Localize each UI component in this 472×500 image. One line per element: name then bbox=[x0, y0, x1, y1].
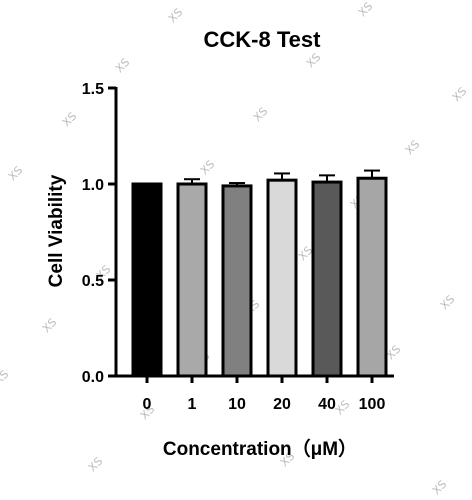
bar-20 bbox=[266, 178, 298, 378]
y-axis-label: Cell Viability bbox=[46, 174, 67, 287]
y-tick-label: 0.5 bbox=[82, 273, 104, 290]
x-tick-label: 20 bbox=[273, 396, 291, 413]
bars-group bbox=[131, 169, 388, 378]
chart-title: CCK-8 Test bbox=[204, 27, 322, 52]
watermark-text: XS bbox=[113, 56, 132, 75]
y-tick-label: 1.5 bbox=[82, 81, 104, 98]
watermark-text: XS bbox=[438, 293, 457, 312]
x-tick-label: 1 bbox=[188, 396, 197, 413]
x-tick-label: 40 bbox=[318, 396, 336, 413]
y-tick-label: 1.0 bbox=[82, 177, 104, 194]
watermark-text: XS bbox=[60, 110, 79, 129]
x-tick-label: 100 bbox=[359, 396, 386, 413]
bar-100 bbox=[356, 176, 388, 378]
y-tick-label: 0.0 bbox=[82, 369, 104, 386]
bar-0 bbox=[131, 182, 163, 378]
watermark-text: XS bbox=[403, 138, 422, 157]
watermark-text: XS bbox=[40, 316, 59, 335]
bar-40 bbox=[311, 180, 343, 378]
watermark-text: XS bbox=[430, 478, 449, 497]
bar-10 bbox=[221, 184, 253, 378]
x-axis-label: Concentration（μM） bbox=[163, 437, 357, 460]
watermark-text: XS bbox=[86, 455, 105, 474]
x-tick-label: 10 bbox=[228, 396, 246, 413]
watermark-text: XS bbox=[450, 85, 469, 104]
x-tick-label: 0 bbox=[143, 396, 152, 413]
bar-1 bbox=[176, 182, 208, 378]
watermark-text: XS bbox=[198, 158, 217, 177]
tick-labels: 0.0 0.5 1.0 1.5 0 1 10 20 40 100 bbox=[82, 81, 386, 413]
watermark-text: XS bbox=[0, 368, 11, 387]
watermark-text: XS bbox=[356, 0, 375, 19]
watermark-text: XS bbox=[251, 105, 270, 124]
watermark-text: XS bbox=[6, 164, 25, 183]
watermark-text: XS bbox=[304, 51, 323, 70]
watermark-text: XS bbox=[166, 6, 185, 25]
